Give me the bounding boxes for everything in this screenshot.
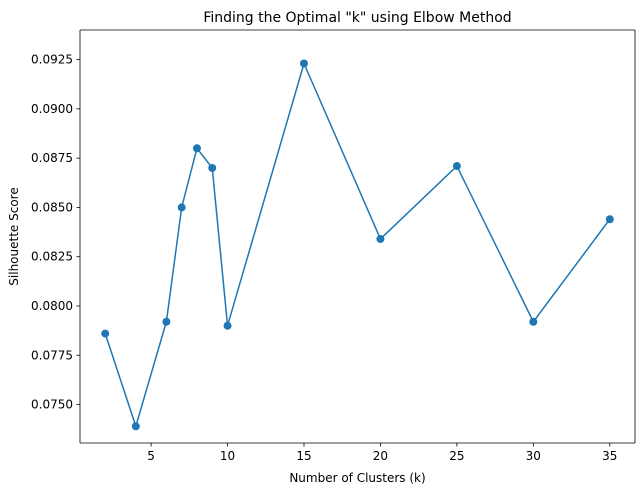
x-tick-label: 20 xyxy=(373,449,388,463)
y-tick-label: 0.0825 xyxy=(31,250,73,264)
x-tick-label: 15 xyxy=(296,449,311,463)
y-tick-label: 0.0850 xyxy=(31,200,73,214)
y-tick-label: 0.0750 xyxy=(31,398,73,412)
data-point xyxy=(208,163,217,172)
ticks-layer: 5 10 15 20 25 30 35 0.0750 0.0775 0.0800 0.0825 0.0… xyxy=(31,53,617,463)
y-axis-label: Silhouette Score xyxy=(7,187,21,285)
y-tick-label: 0.0875 xyxy=(31,151,73,165)
x-tick-label: 10 xyxy=(220,449,235,463)
y-tick-label: 0.0900 xyxy=(31,102,73,116)
series-line xyxy=(104,62,611,427)
data-point xyxy=(162,317,171,326)
series-layer xyxy=(101,59,614,431)
x-tick-label: 30 xyxy=(526,449,541,463)
data-point xyxy=(101,329,110,338)
x-tick-label: 35 xyxy=(602,449,617,463)
data-point xyxy=(452,162,461,171)
axes-frame xyxy=(79,29,636,444)
data-point xyxy=(376,234,385,243)
data-point xyxy=(177,203,186,212)
data-point xyxy=(192,144,201,153)
data-point xyxy=(299,59,308,68)
chart-title: Finding the Optimal "k" using Elbow Meth… xyxy=(203,10,511,26)
y-tick-label: 0.0925 xyxy=(31,53,73,67)
data-point xyxy=(223,321,232,330)
data-point xyxy=(605,215,614,224)
x-tick-label: 25 xyxy=(449,449,464,463)
data-point xyxy=(529,317,538,326)
y-tick-label: 0.0775 xyxy=(31,348,73,362)
y-tick-label: 0.0800 xyxy=(31,299,73,313)
x-axis-label: Number of Clusters (k) xyxy=(289,471,425,485)
plot-area xyxy=(80,30,635,443)
x-tick-label: 5 xyxy=(147,449,155,463)
data-point xyxy=(131,422,140,431)
